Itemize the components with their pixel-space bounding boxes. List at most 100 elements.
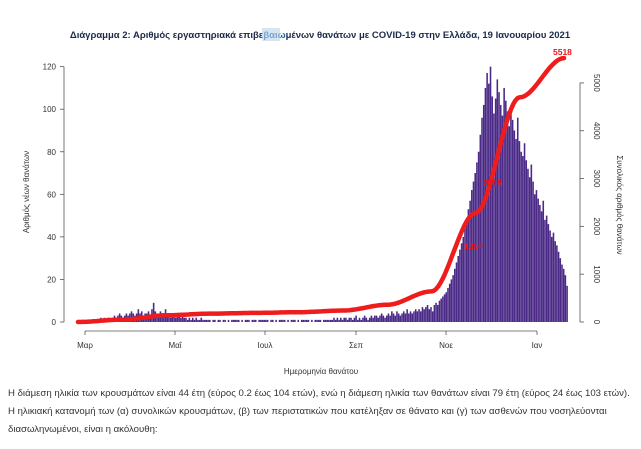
daily-death-bar <box>448 283 451 322</box>
daily-death-bar <box>550 236 553 322</box>
daily-death-bar <box>197 319 199 322</box>
daily-death-bar <box>236 319 238 322</box>
daily-death-bar <box>357 319 359 322</box>
daily-death-bar <box>260 319 262 322</box>
annotation-total: 5518 <box>553 47 572 57</box>
daily-death-bar <box>130 311 133 322</box>
daily-death-bar <box>481 117 483 323</box>
daily-death-bar <box>554 241 556 322</box>
daily-death-bar <box>552 232 555 322</box>
daily-death-bar <box>209 319 211 322</box>
annotation-mid: 2715 <box>483 178 502 188</box>
daily-death-bar <box>499 104 502 322</box>
daily-death-bar <box>137 309 140 322</box>
x-axis-title: Ημερομηνία θανάτου <box>284 367 358 376</box>
daily-death-bar <box>237 319 240 322</box>
daily-death-bar <box>525 160 528 322</box>
daily-death-bar <box>263 319 266 322</box>
daily-death-bar <box>191 317 194 322</box>
daily-death-bar <box>488 83 490 322</box>
daily-death-bar <box>382 315 385 322</box>
daily-death-bar <box>413 311 415 322</box>
daily-death-bar <box>544 219 546 322</box>
daily-death-bar <box>542 200 545 322</box>
daily-death-bar <box>562 268 565 322</box>
daily-death-bar <box>545 215 548 322</box>
daily-death-bar <box>152 302 155 322</box>
left-tick-label: 40 <box>47 233 56 242</box>
daily-death-bar <box>280 319 283 322</box>
daily-death-bar <box>436 304 439 322</box>
daily-death-bar <box>345 317 347 322</box>
daily-death-bar <box>503 87 505 322</box>
daily-death-bar <box>516 117 519 323</box>
left-tick-label: 0 <box>52 318 57 327</box>
daily-death-bar <box>254 319 257 322</box>
daily-death-bar <box>418 309 420 322</box>
daily-death-bar <box>421 307 424 322</box>
daily-death-bar <box>331 319 334 322</box>
daily-death-bar <box>447 287 449 322</box>
daily-death-bar <box>433 304 436 322</box>
daily-death-bar <box>533 194 536 322</box>
daily-death-bar <box>202 319 204 322</box>
daily-death-bar <box>401 313 403 322</box>
daily-death-bar <box>353 317 356 322</box>
daily-death-bar <box>374 315 376 322</box>
y-axis-title: Αριθμός νέων θανάτων <box>22 151 31 233</box>
daily-death-bar <box>440 298 442 322</box>
left-tick-label: 60 <box>47 190 56 199</box>
left-tick-label: 20 <box>47 275 56 284</box>
daily-death-bar <box>316 319 318 322</box>
daily-death-bar <box>362 317 364 322</box>
daily-death-bar <box>283 319 286 322</box>
left-axis: 0 20 40 60 80 100 120 <box>43 63 65 327</box>
daily-death-bar <box>195 317 197 322</box>
daily-death-bar <box>190 319 192 322</box>
cumulative-line <box>75 55 567 325</box>
daily-death-bar <box>445 292 448 322</box>
x-tick-label: Νοε <box>439 341 453 350</box>
daily-death-bar <box>212 319 214 322</box>
daily-death-bar <box>391 311 393 322</box>
daily-death-bar <box>214 319 216 322</box>
daily-death-bar <box>511 119 514 322</box>
daily-death-bar <box>394 315 397 322</box>
right-axis: 0 1000 2000 3000 4000 5000 <box>579 74 601 325</box>
daily-death-bar <box>161 313 163 322</box>
daily-death-bar <box>430 307 432 322</box>
paragraph-line-1: Η διάμεση ηλικία των κρουσμάτων είναι 44… <box>8 388 630 399</box>
daily-death-bar <box>261 319 264 322</box>
paragraph-line-3: διασωληνωμένοι, είναι η ακόλουθη: <box>8 424 158 435</box>
daily-death-bar <box>323 319 325 322</box>
daily-death-bar <box>266 319 269 322</box>
daily-death-bar <box>559 258 562 322</box>
x-tick-label: Ιουλ <box>257 341 272 350</box>
right-tick-label: 3000 <box>592 170 601 188</box>
daily-death-bar <box>219 319 221 322</box>
daily-death-bar <box>518 141 521 322</box>
daily-death-bar <box>193 319 196 322</box>
left-tick-label: 120 <box>43 63 57 72</box>
y2-axis-title: Συνολικός αριθμός θανάτων <box>615 155 624 254</box>
daily-death-bar <box>324 319 327 322</box>
daily-death-bar <box>217 319 220 322</box>
daily-death-bar <box>271 319 274 322</box>
daily-death-bar <box>307 319 310 322</box>
daily-death-bar <box>462 236 465 322</box>
daily-death-bar <box>173 313 175 322</box>
daily-death-bar <box>222 319 225 322</box>
x-tick-label: Σεπ <box>349 341 364 350</box>
daily-death-bar <box>496 79 499 322</box>
daily-death-bar <box>513 130 516 322</box>
daily-death-bar <box>200 317 203 322</box>
daily-death-bar <box>396 311 398 322</box>
daily-death-bar <box>501 115 504 322</box>
daily-death-bar <box>540 211 543 322</box>
left-tick-label: 80 <box>47 148 56 157</box>
daily-death-bar <box>363 315 366 322</box>
daily-death-bar <box>443 294 446 322</box>
title-highlight <box>262 28 280 41</box>
daily-death-bar <box>527 168 529 322</box>
daily-death-bar <box>351 319 354 322</box>
